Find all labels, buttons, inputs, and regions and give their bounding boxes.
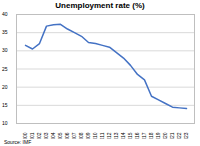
svg-text:2023: 2023	[183, 132, 189, 139]
svg-text:2002: 2002	[36, 132, 42, 139]
svg-text:2004: 2004	[50, 132, 56, 139]
svg-text:2007: 2007	[71, 132, 77, 139]
svg-text:2008: 2008	[78, 132, 84, 139]
svg-text:2003: 2003	[43, 132, 49, 139]
svg-text:35: 35	[2, 29, 8, 35]
svg-text:2017: 2017	[141, 132, 147, 139]
svg-text:2000: 2000	[22, 132, 28, 139]
svg-text:2013: 2013	[113, 132, 119, 139]
svg-text:2012: 2012	[106, 132, 112, 139]
svg-text:10: 10	[2, 120, 8, 126]
svg-text:2016: 2016	[134, 132, 140, 139]
svg-text:2022: 2022	[176, 132, 182, 139]
svg-text:30: 30	[2, 47, 8, 53]
html-text:Source: IMF: Source: IMF	[4, 139, 32, 145]
svg-text:2019: 2019	[155, 132, 161, 139]
svg-text:2010: 2010	[92, 132, 98, 139]
svg-text:2021: 2021	[169, 132, 175, 139]
svg-text:2020: 2020	[162, 132, 168, 139]
svg-text:2014: 2014	[120, 132, 126, 139]
svg-text:2015: 2015	[127, 132, 133, 139]
svg-text:2009: 2009	[85, 132, 91, 139]
svg-text:25: 25	[2, 66, 8, 72]
svg-text:20: 20	[2, 84, 8, 90]
html-text:Unemployment rate (%): Unemployment rate (%)	[55, 1, 145, 10]
svg-text:2011: 2011	[99, 132, 105, 139]
svg-text:15: 15	[2, 102, 8, 108]
svg-text:2006: 2006	[64, 132, 70, 139]
svg-text:40: 40	[2, 11, 8, 17]
svg-text:2001: 2001	[29, 132, 35, 139]
svg-text:2005: 2005	[57, 132, 63, 139]
svg-text:2018: 2018	[148, 132, 154, 139]
